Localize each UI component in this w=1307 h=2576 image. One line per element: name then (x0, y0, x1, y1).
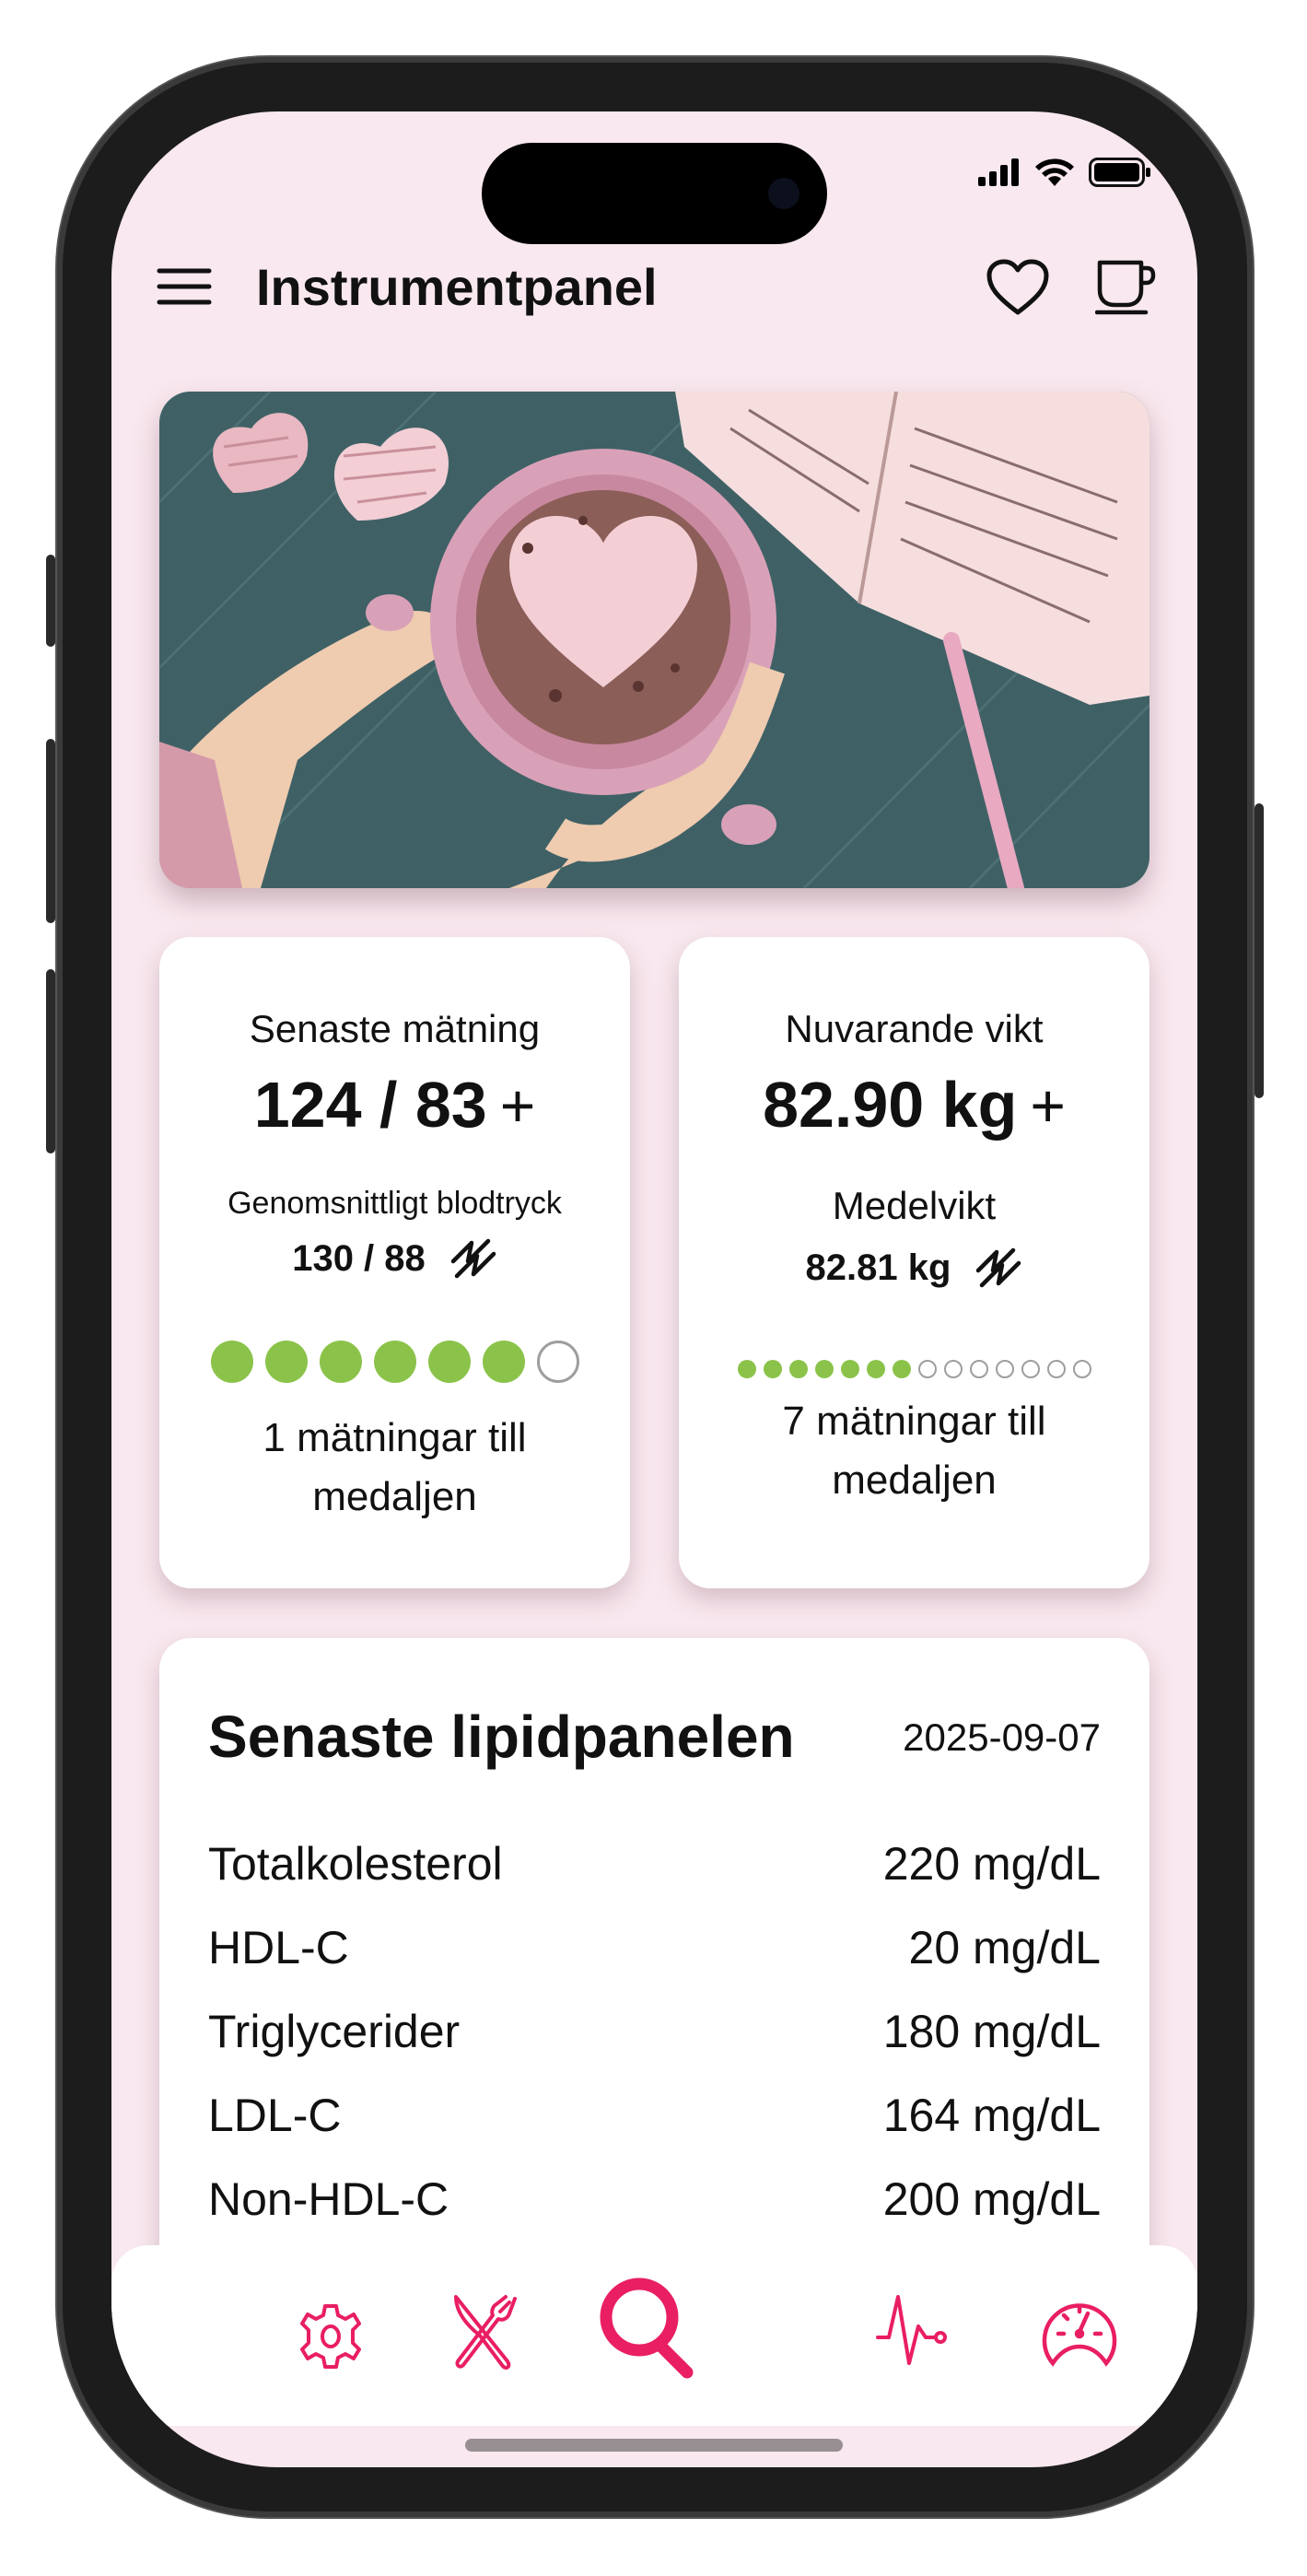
progress-dot-filled (737, 1360, 756, 1378)
lipid-row: Non-HDL-C 200 mg/dL (208, 2172, 1101, 2226)
heart-icon[interactable] (986, 259, 1049, 316)
bottom-navigation (111, 2245, 1197, 2426)
lipid-name: LDL-C (208, 2090, 342, 2141)
lipid-panel-title: Senaste lipidpanelen (208, 1704, 795, 1770)
progress-dot-empty (995, 1360, 1014, 1378)
add-weight-button[interactable]: + (1030, 1071, 1066, 1140)
lipid-value: 200 mg/dL (882, 2173, 1101, 2225)
hamburger-menu-icon[interactable] (157, 266, 212, 307)
status-bar (978, 158, 1151, 187)
volume-up-button (46, 739, 55, 923)
coffee-cup-icon[interactable] (1095, 259, 1156, 316)
battery-icon (1089, 158, 1150, 187)
heart-rate-icon[interactable] (876, 2293, 950, 2371)
lipid-row: HDL-C 20 mg/dL (208, 1921, 1101, 1974)
trend-icon[interactable] (449, 1237, 497, 1280)
progress-dot-filled (482, 1341, 525, 1383)
average-label: Genomsnittligt blodtryck (228, 1186, 562, 1221)
settings-icon[interactable] (298, 2302, 364, 2371)
lipid-name: HDL-C (208, 1922, 349, 1973)
lipid-row: Totalkolesterol 220 mg/dL (208, 1837, 1101, 1891)
weight-value: 82.90 kg (763, 1069, 1018, 1141)
lipid-name: Non-HDL-C (208, 2173, 449, 2225)
lipid-panel-date: 2025-09-07 (903, 1715, 1101, 1759)
progress-dots (159, 1341, 630, 1383)
card-label: Nuvarande vikt (785, 1007, 1044, 1050)
page-title: Instrumentpanel (256, 258, 658, 316)
weight-card[interactable]: Nuvarande vikt 82.90 kg + Medelvikt 82.81… (679, 937, 1149, 1588)
latest-measurement-value: 124 / 83 + (159, 1068, 630, 1142)
dynamic-island (482, 143, 827, 244)
average-value: 82.81 kg (805, 1247, 951, 1288)
add-measurement-button[interactable]: + (499, 1071, 536, 1140)
app-header: Instrumentpanel (111, 240, 1197, 333)
lipid-panel-card[interactable]: Senaste lipidpanelen 2025-09-07 Totalkol… (159, 1638, 1149, 2338)
lipid-value: 20 mg/dL (908, 1922, 1101, 1973)
lipid-name: Triglycerider (208, 2006, 461, 2057)
progress-dot-filled (866, 1360, 885, 1378)
progress-dot-filled (427, 1341, 471, 1383)
lipid-value: 220 mg/dL (882, 1838, 1101, 1890)
card-label: Senaste mätning (249, 1007, 541, 1050)
average-row: 130 / 88 (159, 1237, 630, 1280)
blood-pressure-card[interactable]: Senaste mätning 124 / 83 + Genomsnittligt… (159, 937, 630, 1588)
medal-message: 1 mätningar till medaljen (263, 1415, 527, 1519)
progress-dot-empty (536, 1341, 579, 1383)
current-weight-value: 82.90 kg + (679, 1068, 1149, 1142)
food-icon[interactable] (452, 2293, 524, 2371)
hero-illustration (159, 392, 1149, 888)
progress-dot-filled (373, 1341, 416, 1383)
progress-dot-empty (1021, 1360, 1040, 1378)
signal-icon (978, 158, 1019, 186)
action-button (46, 555, 55, 647)
progress-dot-empty (1046, 1360, 1066, 1378)
progress-dot-filled (814, 1360, 834, 1378)
lipid-name: Totalkolesterol (208, 1838, 503, 1890)
average-row: 82.81 kg (679, 1247, 1149, 1289)
progress-dot-filled (264, 1341, 308, 1383)
average-value: 130 / 88 (292, 1237, 426, 1279)
trend-icon[interactable] (974, 1247, 1022, 1289)
search-icon[interactable] (599, 2273, 702, 2382)
average-label: Medelvikt (832, 1184, 997, 1227)
progress-dot-filled (788, 1360, 808, 1378)
bp-value: 124 / 83 (253, 1069, 487, 1141)
progress-dot-empty (943, 1360, 963, 1378)
lipid-row: LDL-C 164 mg/dL (208, 2089, 1101, 2142)
progress-dot-filled (892, 1360, 911, 1378)
progress-dot-filled (210, 1341, 253, 1383)
progress-dot-empty (917, 1360, 937, 1378)
lipid-value: 180 mg/dL (882, 2006, 1101, 2057)
speedometer-icon[interactable] (1042, 2295, 1117, 2369)
home-indicator[interactable] (465, 2439, 843, 2452)
progress-dot-filled (319, 1341, 362, 1383)
progress-dot-filled (763, 1360, 782, 1378)
volume-down-button (46, 969, 55, 1153)
lipid-row: Triglycerider 180 mg/dL (208, 2005, 1101, 2058)
medal-message: 7 mätningar till medaljen (782, 1399, 1046, 1503)
progress-dot-empty (969, 1360, 988, 1378)
progress-dots (679, 1360, 1149, 1378)
progress-dot-empty (1072, 1360, 1091, 1378)
app-screen: Instrumentpanel (111, 111, 1197, 2467)
lipid-value: 164 mg/dL (882, 2090, 1101, 2141)
camera (768, 178, 799, 209)
progress-dot-filled (840, 1360, 859, 1378)
power-button (1254, 803, 1264, 1098)
wifi-icon (1035, 158, 1074, 186)
